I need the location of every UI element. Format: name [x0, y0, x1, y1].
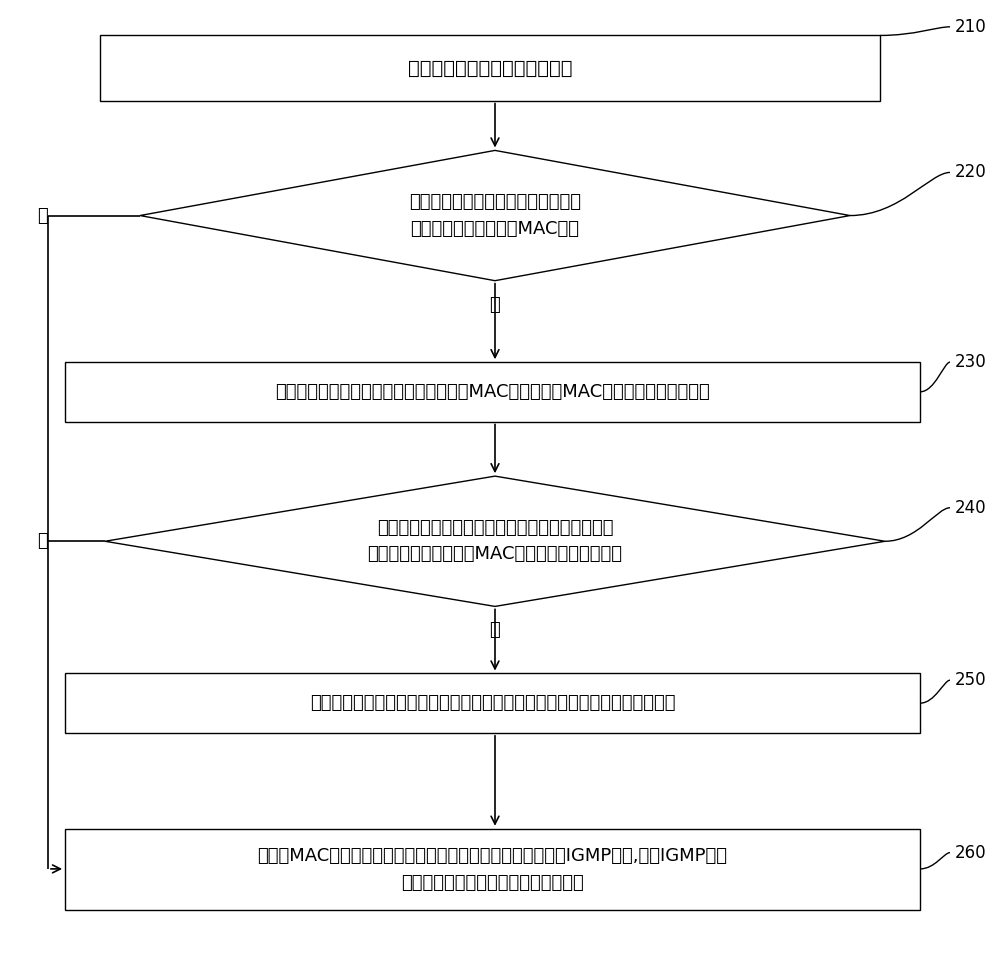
Text: 向目的MAC地址对应的主机发送查询报文，并接收主机返回的IGMP报文,分析IGMP报文
以建立相应的三层转发表和二层转发表: 向目的MAC地址对应的主机发送查询报文，并接收主机返回的IGMP报文,分析IGM… — [258, 847, 728, 892]
Polygon shape — [105, 476, 885, 606]
Polygon shape — [140, 150, 850, 281]
Text: 否: 否 — [37, 533, 47, 550]
FancyBboxPatch shape — [65, 362, 920, 422]
Text: 否: 否 — [37, 207, 47, 224]
Text: 210: 210 — [955, 18, 987, 35]
Text: 从二层转发表中获取组播数据报文的目的MAC地址及组播MAC地址所在表项的索引值: 从二层转发表中获取组播数据报文的目的MAC地址及组播MAC地址所在表项的索引值 — [275, 383, 710, 400]
FancyBboxPatch shape — [100, 35, 880, 101]
Text: 接收来自路由器的组播数据报文: 接收来自路由器的组播数据报文 — [408, 58, 572, 78]
FancyBboxPatch shape — [65, 829, 920, 910]
Text: 判断是否从预设的三层转发表中匹配到二层转发表
中组播数据报文的目的MAC地址所在表项的索引值: 判断是否从预设的三层转发表中匹配到二层转发表 中组播数据报文的目的MAC地址所在… — [368, 519, 622, 563]
Text: 是: 是 — [490, 296, 500, 313]
Text: 基于从所述三层转发表中匹配到的索引值对应的表项，转发所述组播数据报文: 基于从所述三层转发表中匹配到的索引值对应的表项，转发所述组播数据报文 — [310, 695, 675, 712]
Text: 250: 250 — [955, 672, 987, 689]
FancyBboxPatch shape — [65, 673, 920, 733]
Text: 是: 是 — [490, 622, 500, 639]
Text: 220: 220 — [955, 164, 987, 181]
Text: 230: 230 — [955, 354, 987, 371]
Text: 判断是否从预设的二层转发表中匹配
到组播数据报文的目的MAC地址: 判断是否从预设的二层转发表中匹配 到组播数据报文的目的MAC地址 — [409, 194, 581, 238]
Text: 260: 260 — [955, 844, 987, 861]
Text: 240: 240 — [955, 499, 987, 516]
